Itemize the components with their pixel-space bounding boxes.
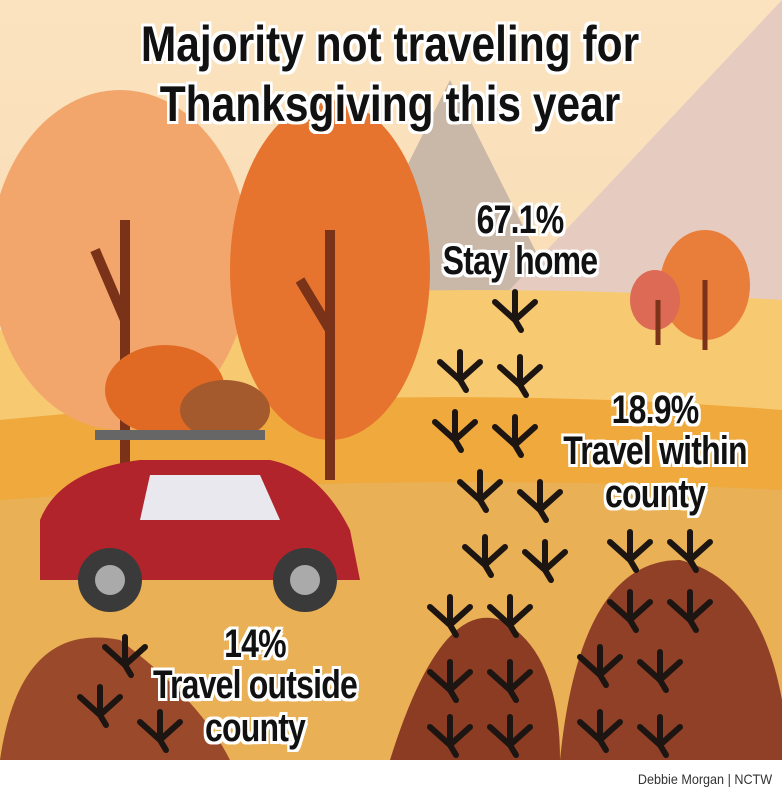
stat-value: 67.1% [477,198,564,242]
stat-label: Travel within county [547,430,763,516]
title: Majority not traveling for Thanksgiving … [93,14,688,134]
stat: 67.1% Stay home [432,200,608,283]
stat-label: Travel outside county [147,664,363,750]
stat-value: 14% [224,622,286,666]
car-window [140,475,280,520]
infographic: Majority not traveling for Thanksgiving … [0,0,782,797]
stat: 14% Travel outside county [147,624,363,750]
roof-rack [95,430,265,440]
stat-label: Stay home [432,240,608,283]
hubcap [290,565,320,595]
hubcap [95,565,125,595]
stat-value: 18.9% [612,388,699,432]
credit: Debbie Morgan | NCTW [638,771,772,787]
tree [630,270,680,330]
stat: 18.9% Travel within county [547,390,763,516]
